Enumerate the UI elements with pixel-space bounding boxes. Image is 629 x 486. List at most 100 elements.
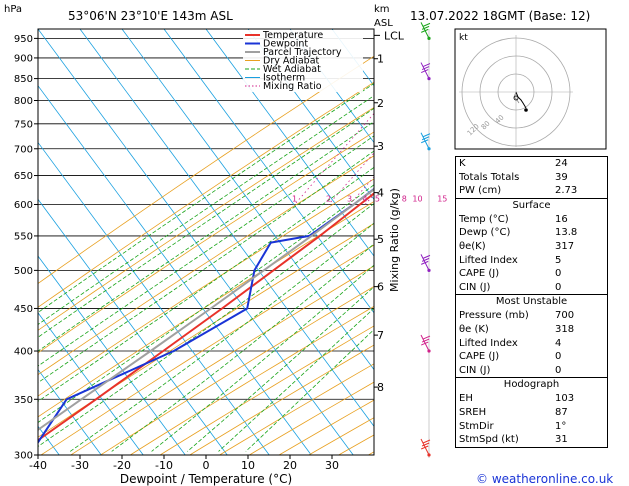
index-row-k: K 24: [456, 157, 607, 171]
dry-adiabat: [38, 201, 374, 418]
wind-barb-flag: [421, 257, 430, 262]
background-lines: [38, 29, 374, 455]
lcl-label: LCL: [384, 29, 405, 42]
surface-value: 5: [555, 254, 562, 266]
wind-barb-flag: [421, 25, 430, 30]
hodo-label: StmSpd (kt): [459, 434, 519, 446]
profiles: [38, 187, 374, 445]
wind-barb-dot: [427, 453, 431, 457]
isotherm-line: [247, 29, 374, 200]
dry-adiabat: [130, 305, 374, 455]
hodo-value: 1°: [555, 420, 567, 432]
mu-value: 0: [555, 351, 562, 363]
mixing-ratio-line: [294, 112, 374, 205]
km-tick-label: 4: [377, 187, 384, 200]
hodograph-params-rows: EH 103 SREH 87 StmDir 1° StmSpd (kt) 31: [456, 392, 607, 446]
pressure-tick-label: 350: [14, 395, 33, 406]
km-tick-label: 7: [377, 329, 384, 342]
mixing-ratio-label: 10: [412, 194, 422, 203]
mixing-ratio-label: 3: [347, 194, 352, 203]
surface-value: 13.8: [555, 227, 578, 239]
pressure-tick-label: 950: [14, 34, 33, 45]
isotherm-line: [38, 141, 270, 455]
wind-barb-flag: [422, 335, 431, 340]
isotherm-line: [38, 255, 186, 455]
pressure-tick-label: 300: [14, 451, 33, 462]
legend-entry: Temperature: [262, 30, 323, 41]
wind-barb-flag: [421, 136, 430, 141]
hpa-label: hPa: [4, 4, 22, 15]
dry-adiabat: [100, 285, 374, 455]
index-value: 39: [555, 171, 568, 183]
mu-label: CAPE (J): [459, 351, 500, 363]
x-tick-label: -10: [155, 459, 173, 472]
mu-value: 4: [555, 337, 562, 349]
isotherm-line: [38, 368, 102, 455]
wet-adiabat: [245, 329, 374, 452]
hodo-label: SREH: [459, 406, 487, 418]
km-label: km: [374, 4, 390, 15]
legend-entry: Isotherm: [263, 73, 305, 84]
km-tick-label: 2: [377, 97, 384, 110]
km-tick-label: 8: [377, 381, 384, 394]
hodo-ring-label-80: 80: [480, 119, 492, 131]
hodograph-unit-label: kt: [459, 33, 468, 43]
isotherm-line: [38, 198, 228, 455]
wind-barb-flag: [421, 341, 429, 346]
mixing-ratio-label: 8: [402, 194, 407, 203]
index-label: Totals Totals: [459, 171, 520, 183]
wind-barb-flag: [422, 22, 431, 27]
pressure-tick-label: 550: [14, 231, 33, 242]
mu-value: 318: [555, 323, 575, 335]
wind-barb-flag: [422, 133, 431, 138]
wet-adiabat: [38, 202, 374, 447]
hodograph-params-title: Hodograph: [456, 377, 607, 392]
wet-adiabat: [38, 121, 374, 352]
wind-barb-flag: [422, 254, 431, 259]
mixing-ratio-label: 15: [437, 194, 447, 203]
mixing-ratio-label: 5: [375, 194, 380, 203]
dry-adiabat: [38, 155, 374, 376]
mixing-ratio-axis-label: Mixing Ratio (g/kg): [388, 188, 401, 292]
dry-adiabat: [38, 107, 374, 331]
footer-credit: © weatheronline.co.uk: [476, 472, 613, 486]
series-dewpoint: [38, 187, 374, 445]
wind-barb-dot: [427, 349, 431, 353]
wind-barb-flag: [421, 66, 430, 71]
mu-label: Pressure (mb): [459, 310, 529, 322]
isotherm-line: [38, 312, 144, 455]
dry-adiabat: [38, 55, 374, 284]
x-tick-label: 0: [203, 459, 210, 472]
pressure-tick-label: 700: [14, 144, 33, 155]
wind-barb-flag: [422, 63, 431, 68]
x-tick-label: -20: [113, 459, 131, 472]
hodo-label: EH: [459, 393, 473, 405]
surface-value: 0: [555, 281, 562, 293]
mixing-ratio-label: 4: [363, 194, 368, 203]
mu-label: CIN (J): [459, 364, 491, 376]
x-tick-label: 20: [283, 459, 297, 472]
wind-barb-dot: [427, 36, 431, 40]
dry-adiabat: [38, 223, 374, 438]
index-value: 2.73: [555, 185, 578, 197]
mu-value: 700: [555, 310, 575, 322]
legend-entry: Dry Adiabat: [263, 56, 320, 67]
series-parcel-trajectory: [38, 188, 374, 432]
dry-adiabat: [38, 131, 374, 354]
surface-rows: Temp (°C) 16 Dewp (°C) 13.8 θe(K) 317 Lifte…: [456, 213, 607, 295]
wind-barb-flag: [421, 139, 429, 144]
hodo-value: 87: [555, 406, 568, 418]
index-label: K: [459, 158, 466, 169]
x-tick-label: 10: [241, 459, 255, 472]
wet-adiabat: [38, 82, 374, 313]
hodo-label: StmDir: [459, 420, 494, 432]
wind-barb-flag: [421, 28, 429, 33]
surface-value: 317: [555, 240, 575, 252]
surface-value: 0: [555, 268, 562, 280]
legend-entry: Dewpoint: [263, 39, 308, 50]
wet-adiabat: [38, 95, 374, 325]
wet-adiabat: [69, 222, 374, 452]
isotherm-line: [163, 29, 374, 314]
surface-label: Dewp (°C): [459, 227, 511, 239]
